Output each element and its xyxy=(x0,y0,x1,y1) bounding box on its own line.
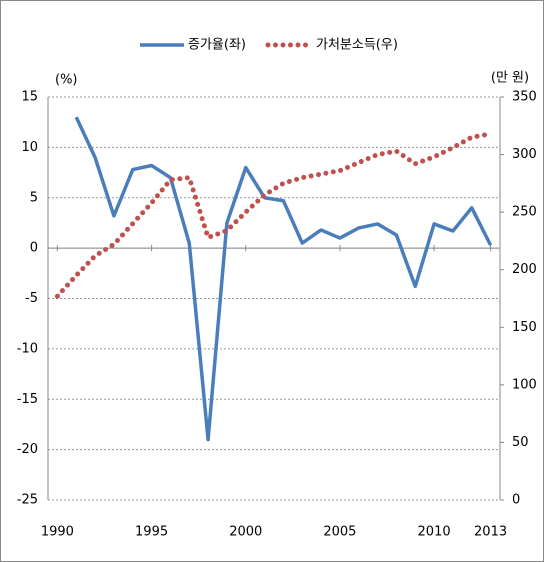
y2-tick-label: 300 xyxy=(512,147,537,162)
y2-tick-label: 250 xyxy=(512,205,537,220)
y-tick-label: -25 xyxy=(17,493,38,508)
x-tick-label: 2005 xyxy=(323,525,356,540)
x-tick-label: 2000 xyxy=(229,525,262,540)
y-tick-label: 15 xyxy=(21,90,38,105)
y2-tick-label: 200 xyxy=(512,262,537,277)
y2-tick-label: 350 xyxy=(512,90,537,105)
legend-label: 가처분소득(우) xyxy=(316,38,398,53)
y-tick-label: 10 xyxy=(21,140,38,155)
x-tick-label: 1995 xyxy=(135,525,168,540)
y2-axis-title: (만 원) xyxy=(491,71,529,86)
series-line xyxy=(74,116,493,442)
y-tick-label: -20 xyxy=(17,442,38,457)
y-tick-label: 5 xyxy=(30,190,38,205)
y-tick-label: 0 xyxy=(30,241,38,256)
y-tick-label: -5 xyxy=(25,291,38,306)
y-tick-label: -10 xyxy=(17,341,38,356)
legend-label: 증가율(좌) xyxy=(188,38,246,53)
y2-tick-label: 50 xyxy=(512,435,529,450)
y2-tick-label: 100 xyxy=(512,377,537,392)
x-tick-label: 2010 xyxy=(418,525,451,540)
x-tick-label: 2013 xyxy=(474,525,507,540)
y2-tick-label: 150 xyxy=(512,320,537,335)
series-line xyxy=(54,131,494,299)
y-tick-label: -15 xyxy=(17,392,38,407)
y2-tick-label: 0 xyxy=(512,493,520,508)
y-axis-title: (%) xyxy=(55,73,78,88)
x-tick-label: 1990 xyxy=(41,525,74,540)
